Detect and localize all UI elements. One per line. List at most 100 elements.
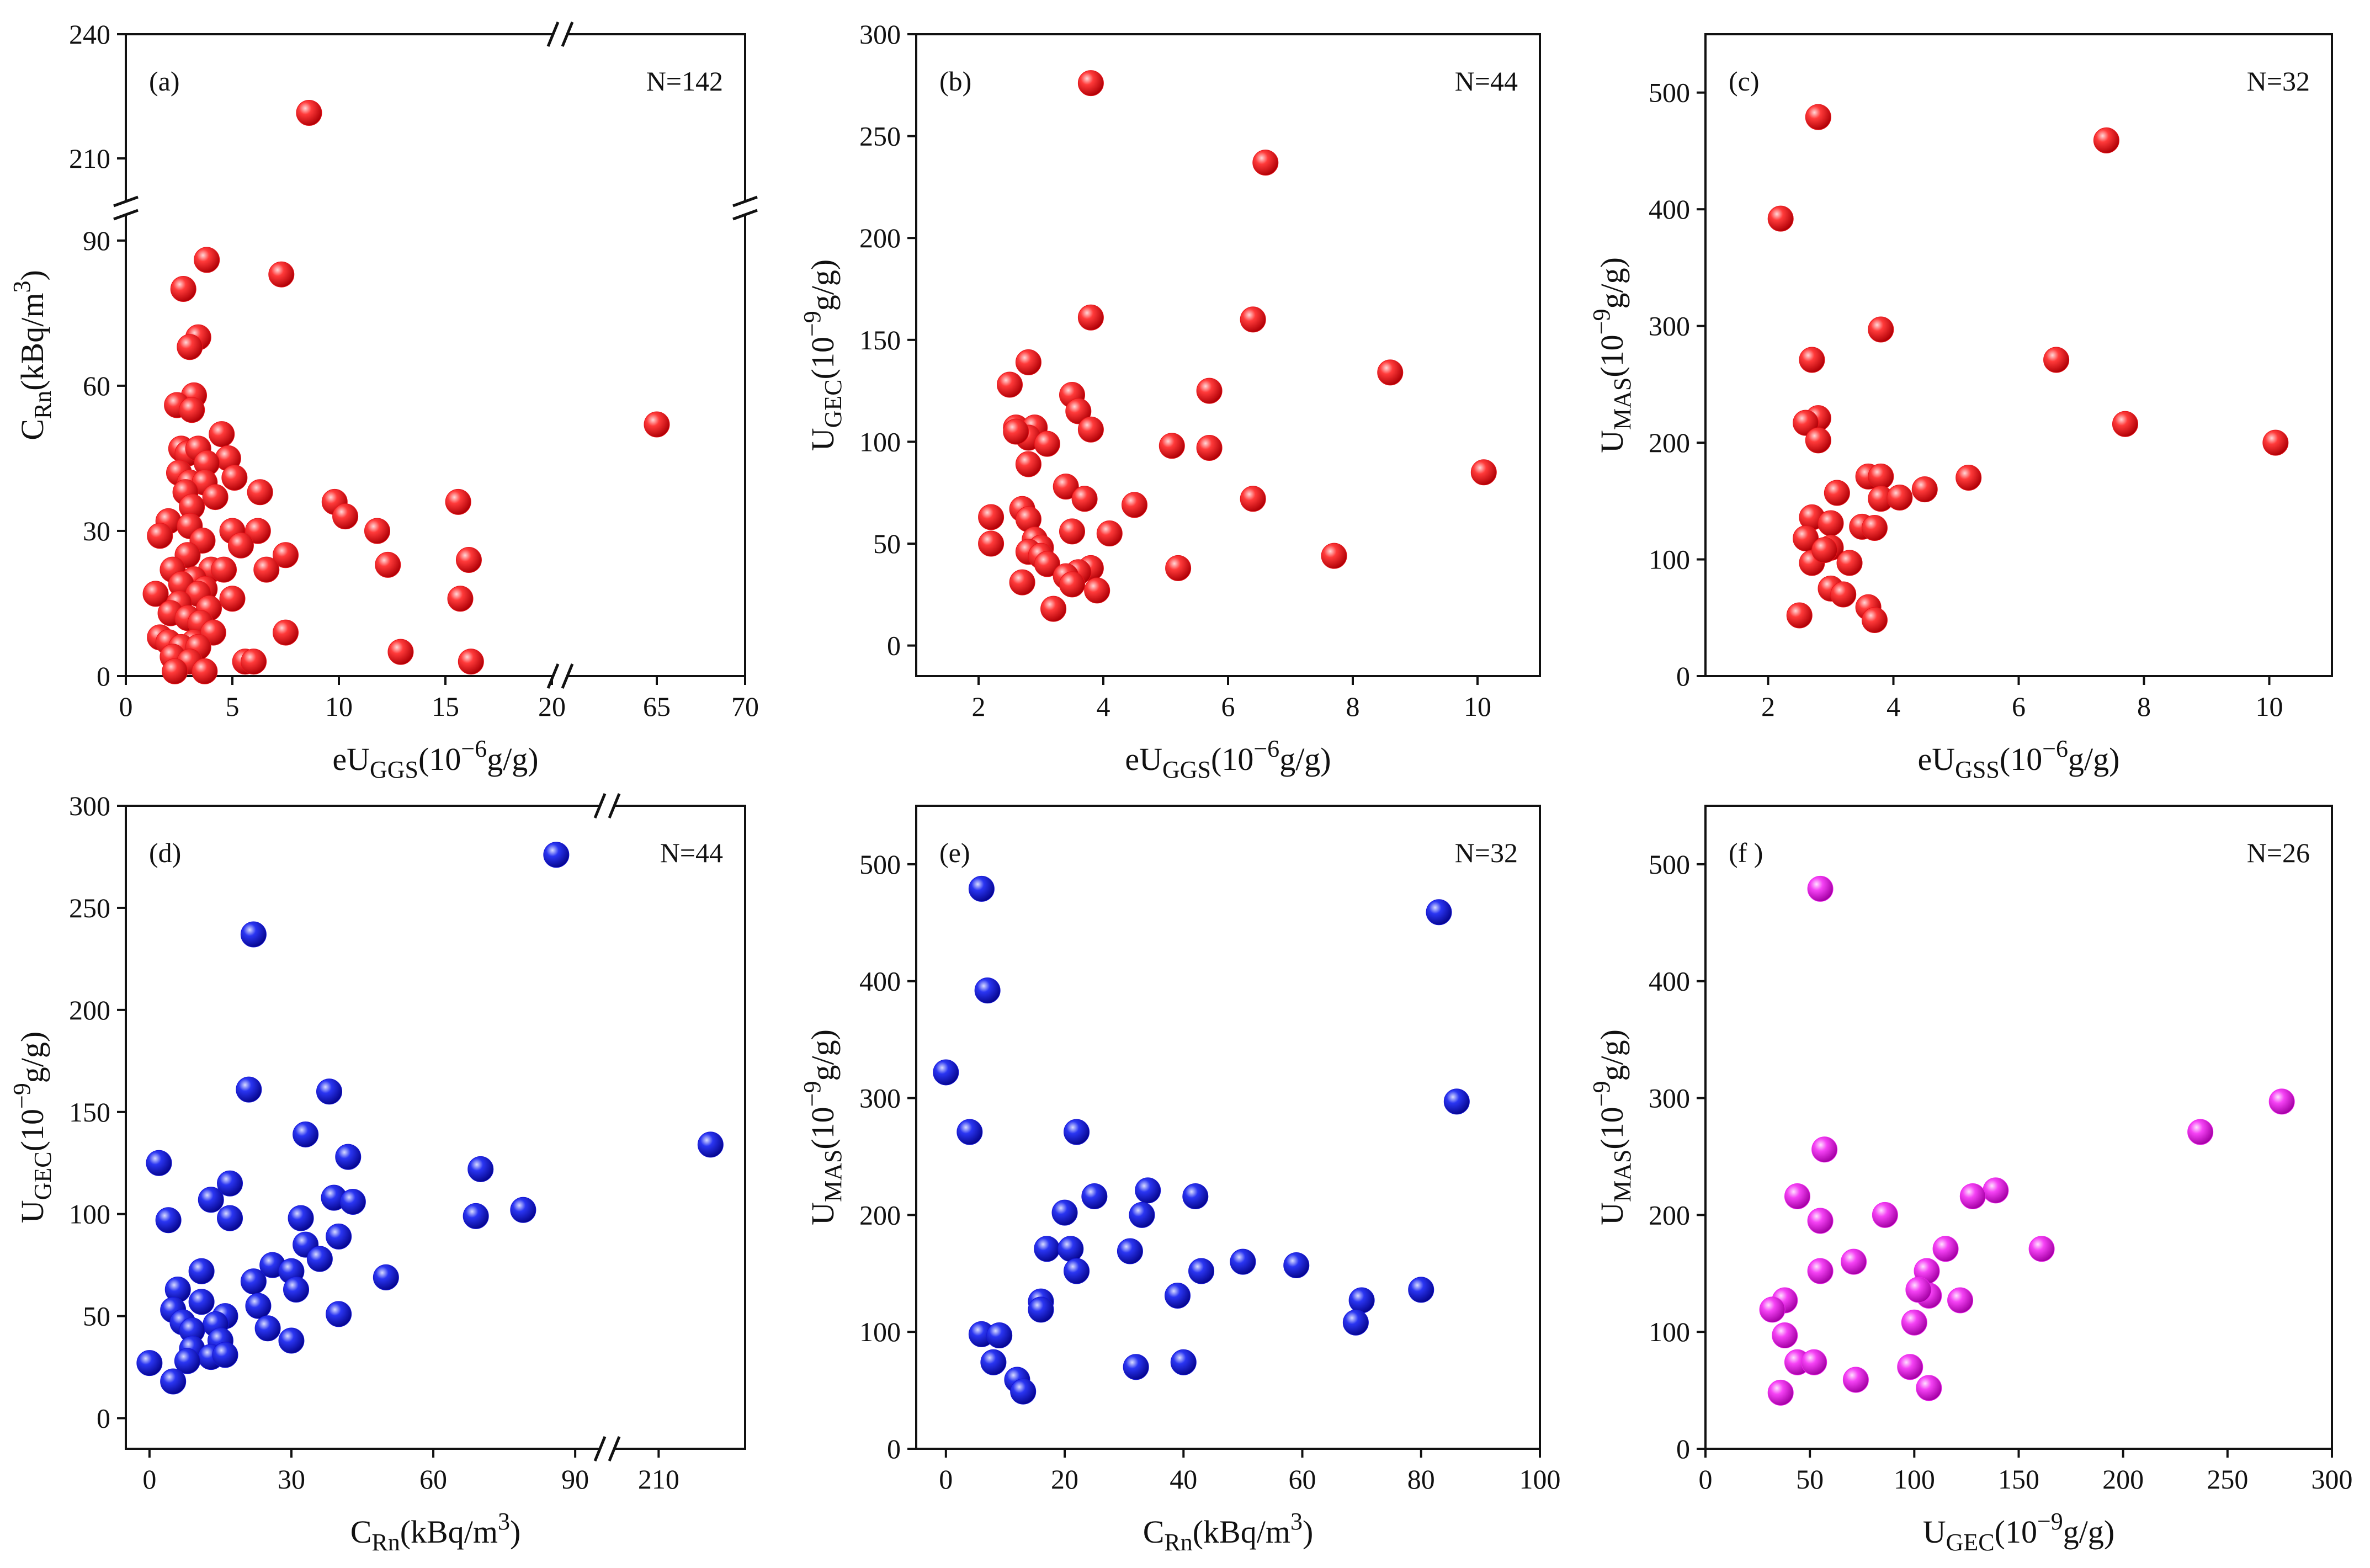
axis-break-mark xyxy=(608,793,621,818)
y-tick-label: 200 xyxy=(859,222,901,253)
data-point xyxy=(1051,1199,1078,1226)
data-point xyxy=(986,1322,1013,1349)
axis-break-gap xyxy=(599,802,615,809)
x-tick-label: 4 xyxy=(1887,691,1900,722)
y-tick-label: 200 xyxy=(1649,427,1690,458)
data-point xyxy=(1959,1183,1986,1209)
y-axis-label: UGEC(10−9g/g) xyxy=(8,1032,56,1223)
data-point xyxy=(273,542,299,568)
y-tick-label: 500 xyxy=(859,849,901,880)
x-tick-label: 4 xyxy=(1097,691,1110,722)
data-point xyxy=(1811,537,1838,564)
y-tick-label: 0 xyxy=(1676,661,1690,692)
data-point xyxy=(697,1131,724,1158)
data-point xyxy=(1077,70,1104,97)
data-point xyxy=(1861,607,1888,634)
data-point xyxy=(1064,1119,1090,1145)
data-point xyxy=(1059,518,1085,545)
panel-label: (b) xyxy=(939,66,971,97)
data-point xyxy=(177,334,203,360)
axis-break-mark xyxy=(608,1436,621,1461)
panel-label: (a) xyxy=(149,66,180,97)
x-tick-label: 300 xyxy=(2311,1464,2353,1495)
y-tick-label: 150 xyxy=(69,1097,110,1128)
data-point xyxy=(1872,1202,1898,1228)
x-tick-label: 8 xyxy=(1346,691,1360,722)
axis-break-mark xyxy=(546,663,560,689)
sample-count-label: N=32 xyxy=(2247,66,2310,97)
x-tick-label: 0 xyxy=(119,691,133,722)
data-point xyxy=(1034,430,1060,457)
data-point xyxy=(240,1268,267,1295)
data-point xyxy=(236,1076,262,1103)
data-point xyxy=(1786,602,1813,629)
data-point xyxy=(146,1150,172,1176)
x-tick-label: 2 xyxy=(972,691,986,722)
x-tick-label: 8 xyxy=(2137,691,2151,722)
data-point xyxy=(147,523,173,549)
axis-break-mark xyxy=(561,22,574,47)
data-point xyxy=(247,479,273,506)
data-point xyxy=(974,977,1001,1004)
data-point xyxy=(1010,1378,1037,1405)
data-point xyxy=(1081,1183,1108,1209)
data-point xyxy=(364,518,390,544)
data-point xyxy=(1901,1309,1927,1336)
data-point xyxy=(1348,1287,1375,1314)
x-tick-label: 2 xyxy=(1761,691,1775,722)
x-axis-label: eUGGS(10−6g/g) xyxy=(1125,735,1331,783)
data-point xyxy=(1170,1349,1197,1375)
data-point xyxy=(332,503,359,530)
data-point xyxy=(1807,875,1834,902)
x-tick-label: 6 xyxy=(2012,691,2026,722)
data-point xyxy=(283,1277,310,1303)
data-point xyxy=(1868,316,1894,343)
y-tick-label: 300 xyxy=(1649,1083,1690,1114)
panel-label: (c) xyxy=(1729,66,1760,97)
data-point xyxy=(1028,1296,1054,1323)
x-axis-label: UGEC(10−9g/g) xyxy=(1923,1508,2114,1556)
y-axis-label: UMAS(10−9g/g) xyxy=(1588,257,1636,453)
data-point xyxy=(1443,1088,1470,1115)
data-point xyxy=(212,1342,238,1368)
x-tick-label: 50 xyxy=(1796,1464,1824,1495)
data-point xyxy=(980,1349,1007,1375)
plot-frame xyxy=(125,33,746,677)
data-point xyxy=(326,1223,352,1250)
x-tick-label: 200 xyxy=(2102,1464,2144,1495)
data-point xyxy=(2187,1119,2214,1145)
y-axis-label: UMAS(10−9g/g) xyxy=(1588,1029,1636,1225)
axis-break-mark xyxy=(561,663,574,689)
x-tick-label: 0 xyxy=(142,1464,156,1495)
data-point xyxy=(179,397,205,423)
data-point xyxy=(1096,520,1123,547)
x-tick-label: 100 xyxy=(1894,1464,1935,1495)
y-tick-label: 0 xyxy=(97,1403,110,1434)
data-point xyxy=(1805,427,1831,454)
y-tick-label: 0 xyxy=(887,1433,901,1464)
data-point xyxy=(1135,1177,1161,1204)
data-point xyxy=(1799,347,1825,373)
data-point xyxy=(458,649,484,675)
data-point xyxy=(1053,474,1079,500)
data-point xyxy=(1015,349,1041,375)
y-tick-label: 300 xyxy=(69,790,110,821)
data-point xyxy=(268,261,295,288)
data-point xyxy=(227,532,254,559)
sample-count-label: N=142 xyxy=(646,66,723,97)
data-point xyxy=(1897,1354,1923,1380)
axis-break-gap xyxy=(599,1445,615,1452)
data-point xyxy=(1807,1208,1834,1234)
x-tick-label: 10 xyxy=(2256,691,2283,722)
data-point xyxy=(339,1188,366,1215)
data-point xyxy=(1122,492,1147,518)
data-point xyxy=(1182,1183,1209,1209)
data-point xyxy=(2112,411,2138,437)
chart-panel-a: 0 5 10 15 20 65 70 0 30 60 90 210 240 (a) N=142 eUGGS(1… xyxy=(8,19,759,783)
x-tick-label: 10 xyxy=(1464,691,1491,722)
data-point xyxy=(997,371,1023,398)
data-point xyxy=(1408,1277,1434,1303)
axis-break-gap xyxy=(742,200,748,216)
data-point xyxy=(253,556,280,583)
